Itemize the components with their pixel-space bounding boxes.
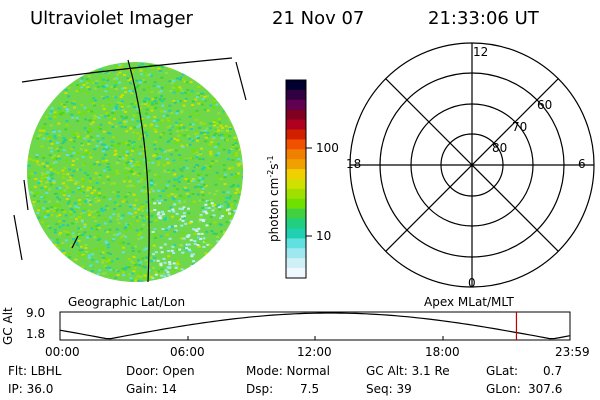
- alt-y-max: 9.0: [26, 306, 46, 320]
- alt-x-tick-0: 00:00: [45, 345, 80, 359]
- colorbar-tick-label-100: 100: [316, 141, 339, 155]
- colorbar-segment: [286, 119, 306, 130]
- colorbar-segment: [286, 218, 306, 229]
- alt-x-tick-2: 12:00: [297, 345, 332, 359]
- status-mode: Mode: Normal: [246, 364, 330, 378]
- status-gc-alt: GC Alt: 3.1 Re: [366, 364, 450, 378]
- mlt-6-label: 6: [578, 157, 586, 171]
- app-title: Ultraviolet Imager: [30, 8, 193, 29]
- colorbar-segment: [286, 80, 306, 91]
- colorbar-segment: [286, 129, 306, 140]
- colorbar-segment: [286, 89, 306, 101]
- colorbar-unit-label: photon cm-2s-1: [266, 155, 281, 242]
- status-glon-value: 307.6: [528, 382, 563, 396]
- altitude-curve: [59, 312, 571, 340]
- geographic-label: Geographic Lat/Lon: [68, 295, 186, 309]
- colorbar-tick-label-10: 10: [316, 229, 332, 243]
- header-time: 21:33:06 UT: [428, 8, 539, 29]
- altitude-plot: [59, 311, 571, 341]
- status-gain: Gain: 14: [126, 382, 177, 396]
- colorbar-segment: [286, 159, 306, 170]
- colorbar-segment: [286, 149, 306, 160]
- status-flt: Flt: LBHL: [8, 364, 62, 378]
- colorbar-segment: [286, 268, 306, 279]
- status-dsp-label: Dsp:: [246, 382, 274, 396]
- status-glat-label: GLat:: [486, 364, 519, 378]
- alt-x-tick-4: 23:59: [555, 345, 590, 359]
- geographic-grid: [13, 57, 247, 283]
- colorbar-segment: [286, 169, 306, 180]
- colorbar-segment: [286, 258, 306, 269]
- colorbar-segment: [286, 208, 306, 220]
- alt-x-tick-1: 06:00: [170, 345, 205, 359]
- mlat-70-label: 70: [512, 120, 528, 134]
- status-ip: IP: 36.0: [8, 382, 54, 396]
- alt-y-min: 1.8: [26, 327, 46, 341]
- polar-plot: [349, 42, 595, 288]
- status-seq: Seq: 39: [366, 382, 412, 396]
- gc-alt-axis-label: GC Alt: [1, 307, 15, 345]
- colorbar-segment: [286, 109, 306, 121]
- uv-image-disk: [13, 57, 247, 283]
- color-scale-bar: [286, 80, 306, 279]
- apex-label: Apex MLat/MLT: [424, 295, 514, 309]
- status-door: Door: Open: [126, 364, 195, 378]
- colorbar-segment: [286, 179, 306, 190]
- mlat-60-label: 60: [537, 98, 553, 112]
- colorbar-segment: [286, 198, 306, 210]
- colorbar-segment: [286, 248, 306, 259]
- mlt-18-label: 18: [346, 157, 362, 171]
- colorbar-segment: [286, 228, 306, 239]
- mlat-80-label: 80: [492, 141, 508, 155]
- status-glat-value: 0.7: [543, 364, 563, 378]
- mlt-12-label: 12: [473, 45, 489, 59]
- mlt-0-label: 0: [468, 276, 476, 290]
- colorbar-segment: [286, 238, 306, 249]
- alt-x-tick-3: 18:00: [425, 345, 460, 359]
- header-date: 21 Nov 07: [272, 8, 365, 29]
- colorbar-segment: [286, 99, 306, 111]
- status-glon-label: GLon:: [486, 382, 521, 396]
- colorbar-segment: [286, 188, 306, 200]
- colorbar-segment: [286, 139, 306, 150]
- status-dsp-value: 7.5: [300, 382, 320, 396]
- colorbar-frame: [285, 79, 307, 279]
